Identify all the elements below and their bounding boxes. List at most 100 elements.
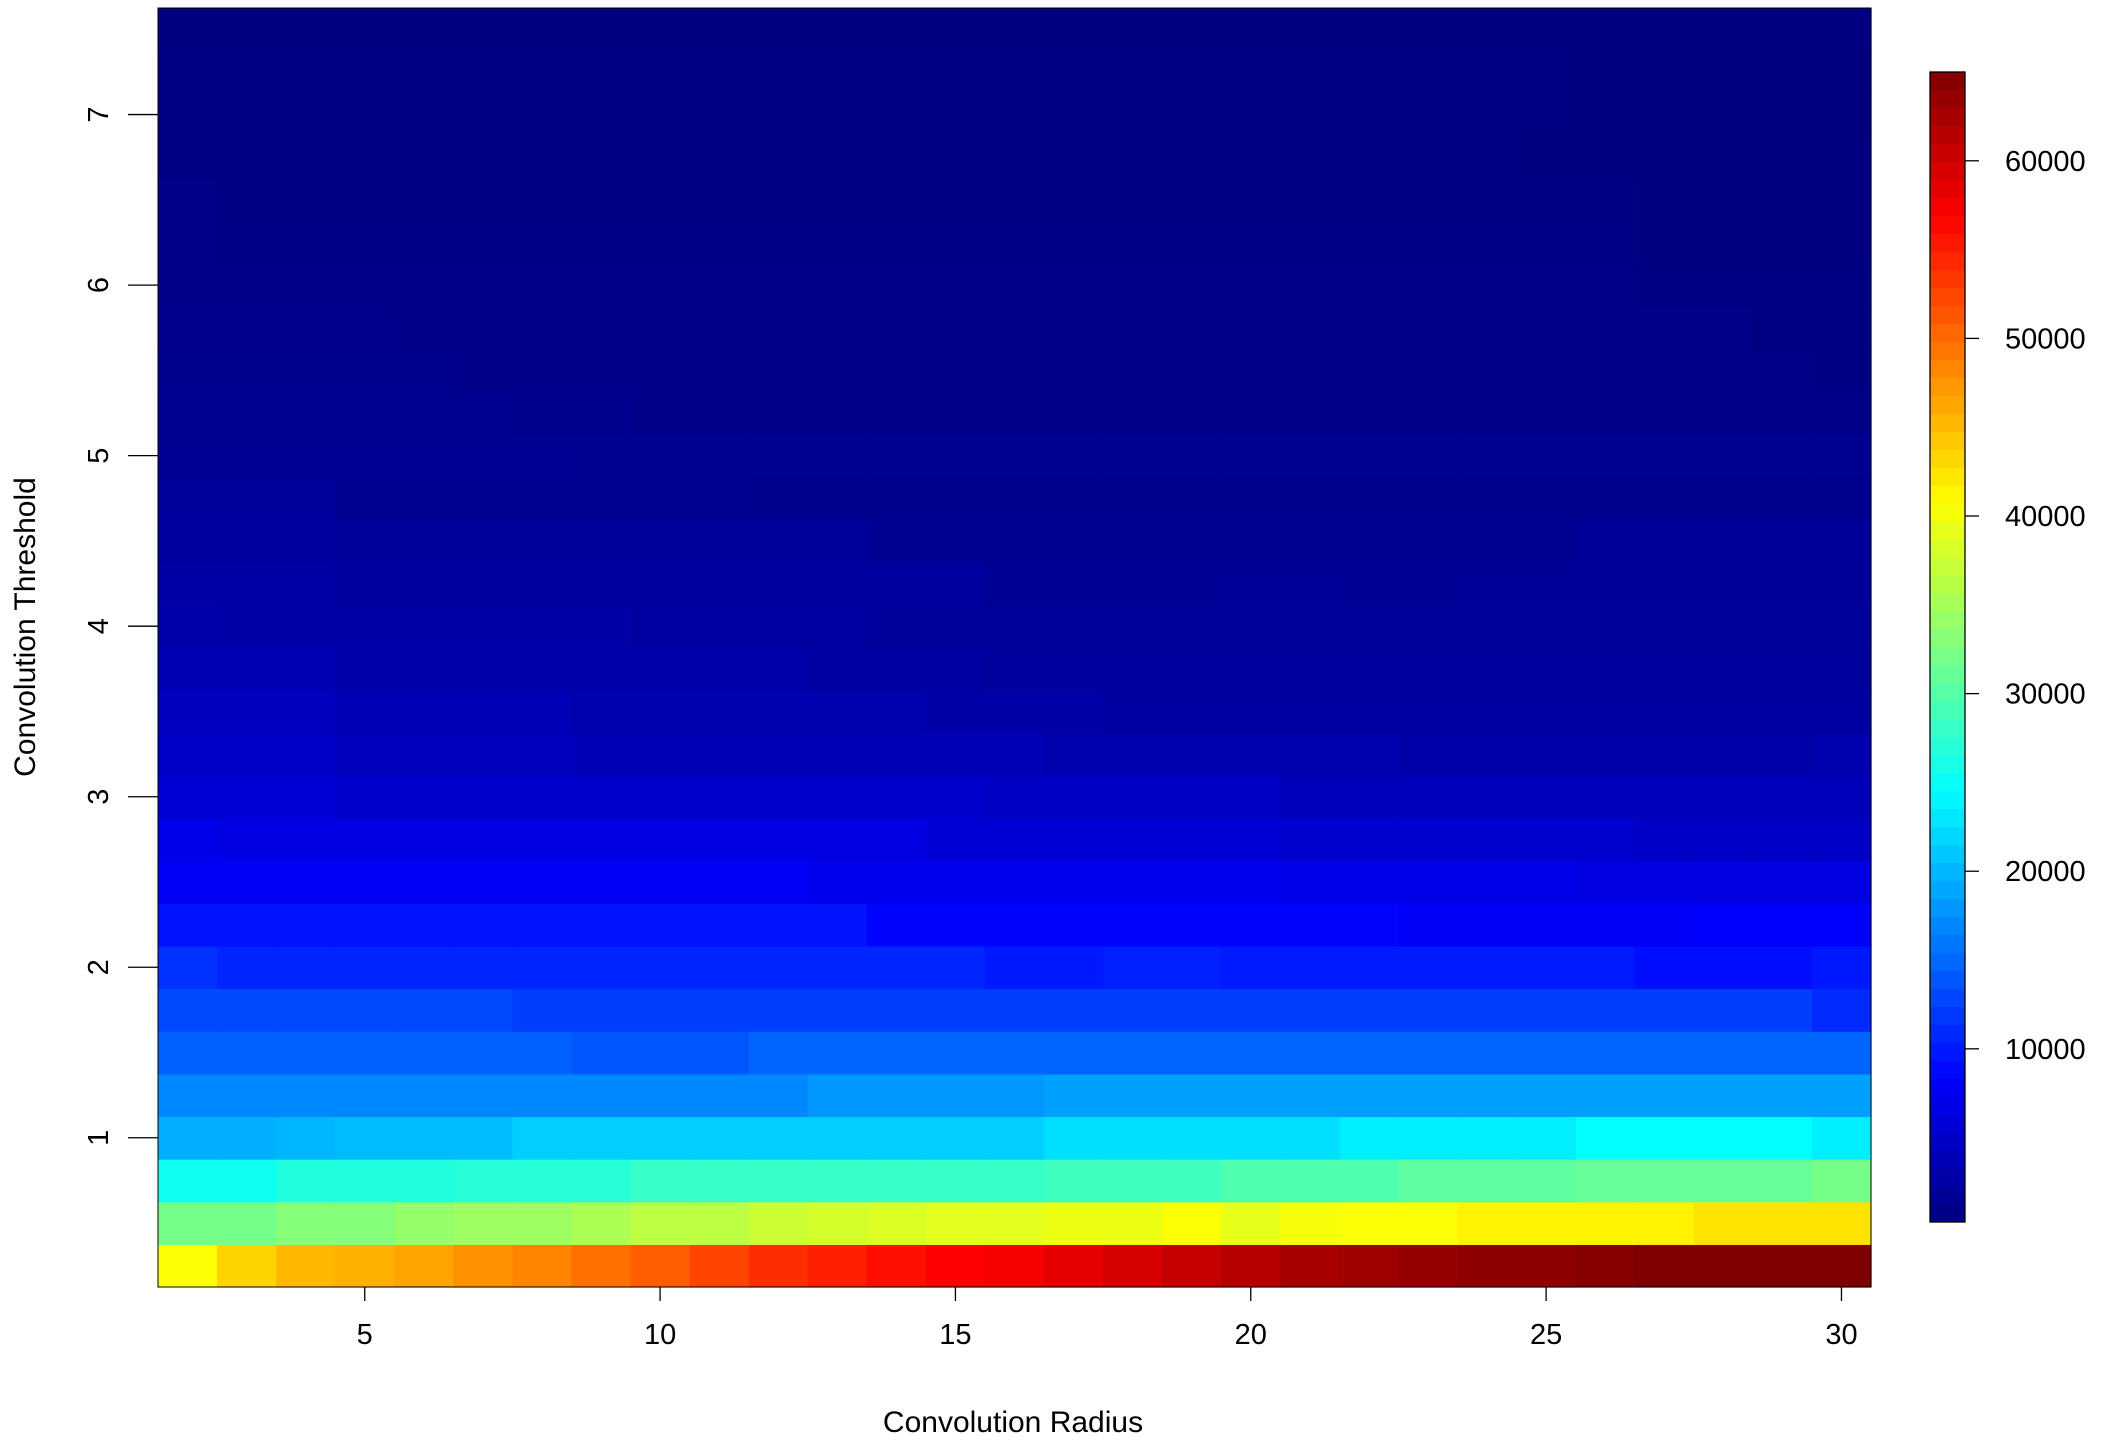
heatmap-cell bbox=[866, 945, 927, 990]
heatmap-cell bbox=[1516, 988, 1577, 1032]
heatmap-cell bbox=[217, 93, 277, 137]
heatmap-cell bbox=[1280, 775, 1340, 819]
heatmap-cell bbox=[1516, 263, 1577, 308]
heatmap-cell bbox=[335, 690, 395, 734]
heatmap-cell bbox=[217, 1201, 277, 1245]
heatmap-cell bbox=[866, 732, 927, 776]
heatmap-cell bbox=[689, 135, 750, 180]
heatmap-cell bbox=[1752, 903, 1813, 947]
heatmap-cell bbox=[1339, 775, 1400, 819]
heatmap-cell bbox=[394, 519, 454, 563]
heatmap-cell bbox=[630, 1244, 691, 1288]
colorbar-swatch bbox=[1930, 521, 1965, 540]
heatmap-cell bbox=[1457, 221, 1518, 265]
heatmap-cell bbox=[1516, 519, 1577, 563]
colorbar-swatch bbox=[1930, 125, 1965, 145]
heatmap-cell bbox=[984, 562, 1045, 606]
heatmap-cell bbox=[925, 818, 986, 862]
heatmap-cell bbox=[866, 306, 927, 350]
colorbar-tick-label: 50000 bbox=[2005, 323, 2086, 355]
heatmap-cell bbox=[1457, 1031, 1518, 1075]
heatmap-cell bbox=[1457, 306, 1518, 350]
heatmap-cell bbox=[1280, 562, 1340, 606]
heatmap-cell bbox=[984, 221, 1045, 265]
heatmap-cell bbox=[807, 647, 868, 691]
heatmap-cell bbox=[1457, 775, 1518, 819]
heatmap-cell bbox=[1516, 1244, 1577, 1288]
heatmap-cell bbox=[571, 1201, 632, 1245]
heatmap-cell bbox=[335, 775, 395, 819]
heatmap-cell bbox=[1457, 562, 1518, 606]
heatmap-cell bbox=[1398, 178, 1459, 222]
heatmap-cell bbox=[1634, 1031, 1695, 1075]
heatmap-cell bbox=[1575, 221, 1636, 265]
heatmap-cell bbox=[1162, 306, 1222, 350]
heatmap-cell bbox=[1280, 988, 1340, 1032]
heatmap-cell bbox=[1752, 476, 1813, 521]
heatmap-cell bbox=[1457, 988, 1518, 1032]
heatmap-cell bbox=[748, 1159, 809, 1203]
heatmap-cell bbox=[807, 1244, 868, 1288]
colorbar-swatch bbox=[1930, 107, 1965, 127]
heatmap-cell bbox=[866, 476, 927, 521]
heatmap-cell bbox=[866, 519, 927, 563]
heatmap-cell bbox=[984, 519, 1045, 563]
colorbar-swatch bbox=[1930, 718, 1965, 738]
heatmap-cell bbox=[866, 818, 927, 862]
heatmap-cell bbox=[571, 903, 632, 947]
heatmap-cell bbox=[748, 263, 809, 308]
heatmap-cell bbox=[1457, 903, 1518, 947]
heatmap-cell bbox=[1221, 1031, 1281, 1075]
heatmap-cell bbox=[925, 775, 986, 819]
heatmap-cell bbox=[335, 860, 395, 904]
heatmap-cell bbox=[1221, 391, 1281, 435]
heatmap-cell bbox=[158, 1201, 218, 1245]
heatmap-cell bbox=[571, 519, 632, 563]
heatmap-cell bbox=[984, 988, 1045, 1032]
heatmap-cell bbox=[630, 221, 691, 265]
heatmap-cell bbox=[1693, 860, 1754, 904]
heatmap-cell bbox=[1162, 562, 1222, 606]
heatmap-cell bbox=[1575, 349, 1636, 393]
heatmap-cell bbox=[748, 434, 809, 478]
heatmap-cell bbox=[158, 604, 218, 649]
heatmap-cell bbox=[1516, 860, 1577, 904]
heatmap-cell bbox=[807, 818, 868, 862]
colorbar-swatch bbox=[1930, 1204, 1965, 1223]
heatmap-cell bbox=[1221, 1116, 1281, 1160]
heatmap-cell bbox=[217, 1116, 277, 1160]
heatmap-cell bbox=[1634, 988, 1695, 1032]
heatmap-cell bbox=[630, 1201, 691, 1245]
heatmap-cell bbox=[1162, 50, 1222, 94]
heatmap-cell bbox=[807, 50, 868, 94]
y-tick-label: 7 bbox=[83, 107, 115, 123]
heatmap-cell bbox=[1280, 903, 1340, 947]
heatmap-cell bbox=[1103, 135, 1163, 180]
heatmap-cell bbox=[1280, 732, 1340, 776]
heatmap-cell bbox=[807, 391, 868, 435]
colorbar-swatch bbox=[1930, 772, 1965, 792]
heatmap-cell bbox=[807, 263, 868, 308]
colorbar-swatch bbox=[1930, 682, 1965, 702]
heatmap-cell bbox=[158, 1073, 218, 1118]
heatmap-cell bbox=[512, 860, 573, 904]
heatmap-cell bbox=[276, 1244, 336, 1288]
heatmap-cell bbox=[689, 50, 750, 94]
heatmap-cell bbox=[1044, 1201, 1104, 1245]
heatmap-cell bbox=[1575, 1116, 1636, 1160]
heatmap-cell bbox=[984, 178, 1045, 222]
heatmap-cell bbox=[925, 1116, 986, 1160]
heatmap-cell bbox=[1575, 50, 1636, 94]
heatmap-cell bbox=[1339, 1244, 1400, 1288]
heatmap-cell bbox=[1398, 349, 1459, 393]
heatmap-cell bbox=[335, 1201, 395, 1245]
heatmap-cell bbox=[689, 562, 750, 606]
heatmap-cell bbox=[1280, 263, 1340, 308]
heatmap-cell bbox=[1044, 945, 1104, 990]
heatmap-cell bbox=[217, 349, 277, 393]
heatmap-cell bbox=[1398, 1159, 1459, 1203]
heatmap-cell bbox=[1044, 50, 1104, 94]
colorbar-swatch bbox=[1930, 557, 1965, 576]
heatmap-cell bbox=[1103, 434, 1163, 478]
heatmap-cell bbox=[1398, 1116, 1459, 1160]
